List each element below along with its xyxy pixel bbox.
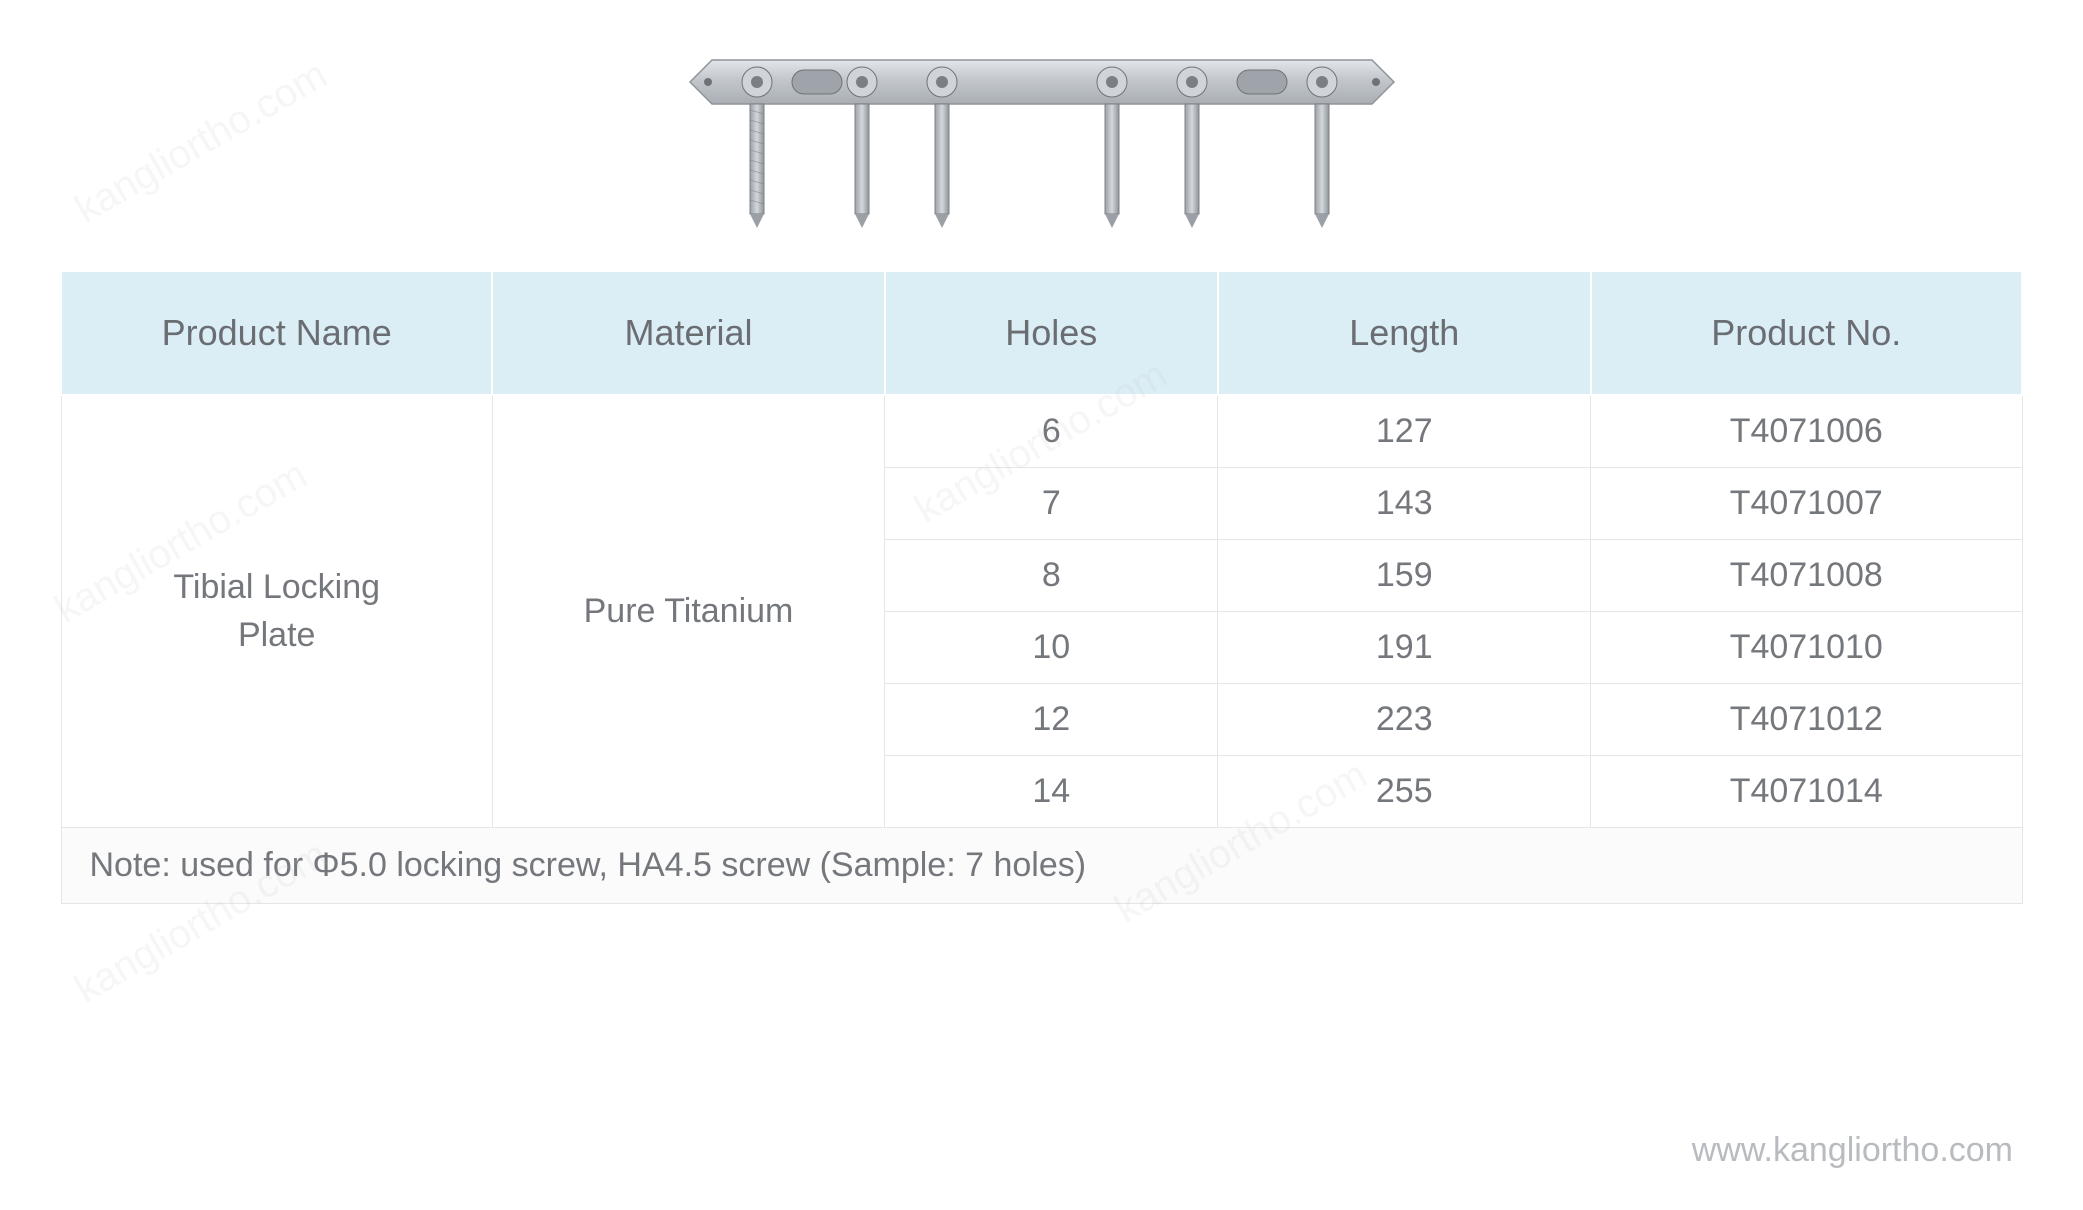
- product-name-text: Tibial LockingPlate: [173, 568, 380, 654]
- table-header-row: Product Name Material Holes Length Produ…: [61, 271, 2022, 395]
- cell-length: 223: [1218, 684, 1591, 756]
- cell-product-no: T4071007: [1591, 468, 2022, 540]
- cell-length: 191: [1218, 612, 1591, 684]
- cell-holes: 7: [885, 468, 1218, 540]
- cell-length: 127: [1218, 395, 1591, 468]
- plate-illustration: [682, 50, 1402, 240]
- cell-holes: 12: [885, 684, 1218, 756]
- col-length: Length: [1218, 271, 1591, 395]
- cell-product-no: T4071014: [1591, 756, 2022, 828]
- table-body: Tibial LockingPlate Pure Titanium 6 127 …: [61, 395, 2022, 904]
- cell-product-no: T4071006: [1591, 395, 2022, 468]
- product-image-container: [60, 50, 2023, 240]
- cell-product-name: Tibial LockingPlate: [61, 395, 492, 828]
- footer-url: www.kangliortho.com: [1692, 1131, 2013, 1170]
- cell-holes: 10: [885, 612, 1218, 684]
- col-product-name: Product Name: [61, 271, 492, 395]
- cell-material: Pure Titanium: [492, 395, 884, 828]
- col-product-no: Product No.: [1591, 271, 2022, 395]
- specs-table-container: Product Name Material Holes Length Produ…: [60, 270, 2023, 904]
- cell-product-no: T4071012: [1591, 684, 2022, 756]
- col-holes: Holes: [885, 271, 1218, 395]
- cell-length: 159: [1218, 540, 1591, 612]
- cell-product-no: T4071010: [1591, 612, 2022, 684]
- cell-holes: 6: [885, 395, 1218, 468]
- col-material: Material: [492, 271, 884, 395]
- cell-product-no: T4071008: [1591, 540, 2022, 612]
- cell-holes: 14: [885, 756, 1218, 828]
- table-row: Tibial LockingPlate Pure Titanium 6 127 …: [61, 395, 2022, 468]
- cell-length: 255: [1218, 756, 1591, 828]
- table-note-row: Note: used for Φ5.0 locking screw, HA4.5…: [61, 828, 2022, 904]
- cell-holes: 8: [885, 540, 1218, 612]
- specs-table: Product Name Material Holes Length Produ…: [60, 270, 2023, 904]
- cell-length: 143: [1218, 468, 1591, 540]
- note-cell: Note: used for Φ5.0 locking screw, HA4.5…: [61, 828, 2022, 904]
